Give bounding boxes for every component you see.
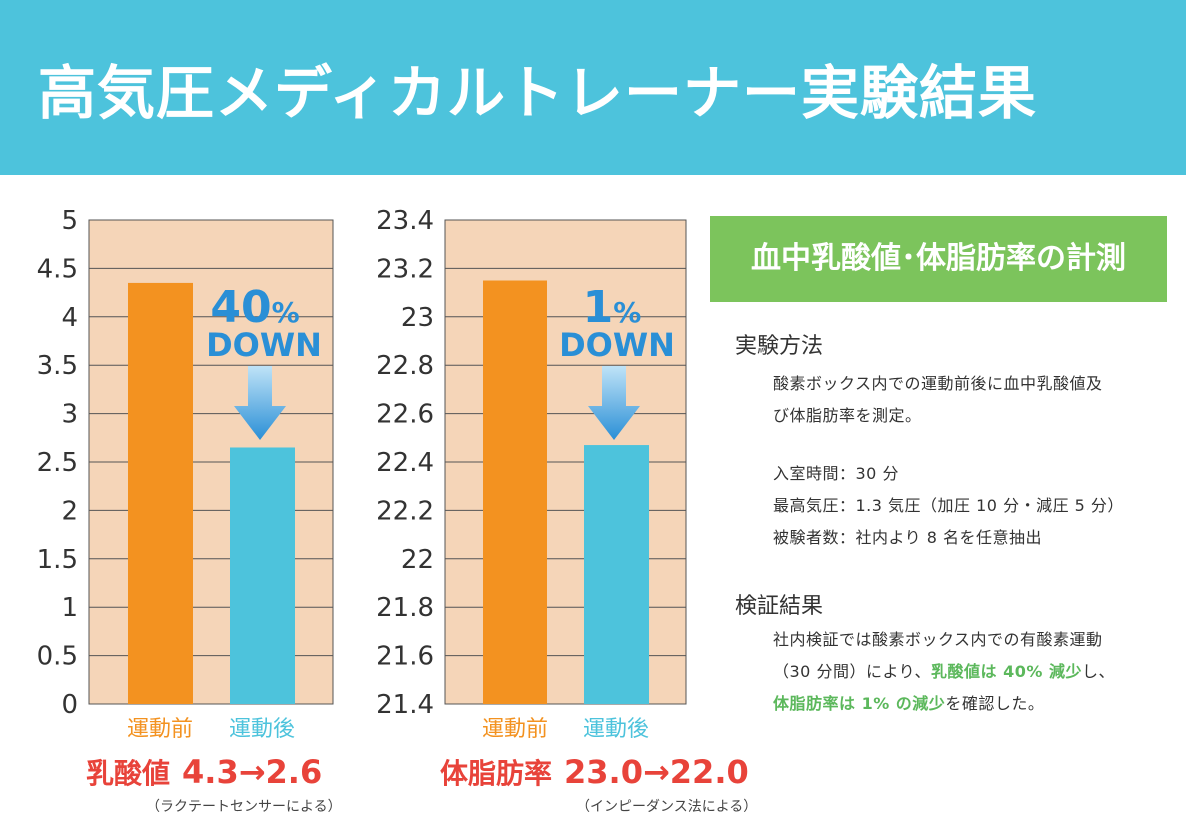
- category-label-before: 運動前: [127, 717, 193, 742]
- down-arrow-icon: [234, 366, 286, 440]
- y-tick-label: 23.2: [376, 254, 434, 284]
- result-line: （30 分間）により、乳酸値は 40% 減少し、: [773, 656, 1183, 688]
- method-line: 酸素ボックス内での運動前後に血中乳酸値及: [773, 374, 1103, 393]
- lactate-summary-label: 乳酸値: [86, 757, 171, 790]
- y-tick-label: 0.5: [37, 642, 78, 672]
- bodyfat-summary: 体脂肪率 23.0→22.0: [440, 752, 749, 792]
- y-tick-label: 2: [61, 496, 78, 526]
- bar-after: [230, 447, 295, 704]
- down-arrow-icon: [588, 366, 640, 440]
- page-title: 高気圧メディカルトレーナー実験結果: [38, 59, 1037, 127]
- y-tick-label: 21.4: [376, 690, 434, 720]
- y-tick-label: 3.5: [37, 351, 78, 381]
- y-tick-label: 21.6: [376, 642, 434, 672]
- panel-heading: 血中乳酸値･体脂肪率の計測: [710, 216, 1167, 302]
- result-text-fragment: し、: [1081, 662, 1115, 681]
- lactate-summary-value: 4.3→2.6: [182, 753, 323, 791]
- lactate-method-note: （ラクテートセンサーによる）: [146, 799, 342, 815]
- method-text: 酸素ボックス内での運動前後に血中乳酸値及 び体脂肪率を測定。: [773, 368, 1183, 432]
- bar-before: [128, 282, 193, 704]
- reduction-down-label: DOWN: [206, 326, 322, 364]
- bodyfat-summary-value: 23.0→22.0: [564, 753, 749, 791]
- y-tick-label: 22.4: [376, 448, 434, 478]
- y-tick-label: 22.6: [376, 400, 434, 430]
- y-tick-label: 21.8: [376, 593, 434, 623]
- y-tick-label: 22.8: [376, 351, 434, 381]
- y-tick-label: 2.5: [37, 448, 78, 478]
- detail-max-pressure: 最高気圧：1.3 気圧（加圧 10 分・減圧 5 分）: [773, 496, 1124, 515]
- result-line: 社内検証では酸素ボックス内での有酸素運動: [773, 630, 1103, 649]
- y-tick-label: 23: [401, 303, 434, 333]
- result-line: 体脂肪率は 1% の減少を確認した。: [773, 688, 1183, 720]
- category-label-before: 運動前: [482, 717, 548, 742]
- reduction-down-label: DOWN: [559, 326, 675, 364]
- result-text-fragment: を確認した。: [945, 694, 1045, 713]
- reduction-percent-label: 40%: [210, 282, 299, 333]
- y-tick-label: 0: [61, 690, 78, 720]
- y-tick-label: 1.5: [37, 545, 78, 575]
- y-tick-label: 3: [61, 400, 78, 430]
- title-banner: 高気圧メディカルトレーナー実験結果: [0, 0, 1186, 175]
- reduction-percent-label: 1%: [583, 282, 642, 333]
- bodyfat-method-note: （インピーダンス法による）: [576, 799, 758, 815]
- bar-after: [584, 445, 649, 704]
- y-tick-label: 22.2: [376, 496, 434, 526]
- y-tick-label: 4.5: [37, 254, 78, 284]
- result-highlight-lactate: 乳酸値は 40% 減少: [931, 662, 1082, 681]
- result-text-fragment: （30 分間）により、: [773, 662, 931, 681]
- y-tick-label: 1: [61, 593, 78, 623]
- method-title: 実験方法: [735, 334, 824, 359]
- result-text: 社内検証では酸素ボックス内での有酸素運動 （30 分間）により、乳酸値は 40%…: [773, 624, 1183, 720]
- category-label-after: 運動後: [229, 717, 295, 742]
- result-highlight-bodyfat: 体脂肪率は 1% の減少: [773, 694, 946, 713]
- y-tick-label: 23.4: [376, 206, 434, 236]
- lactate-summary: 乳酸値 4.3→2.6: [86, 752, 322, 792]
- detail-subjects: 被験者数：社内より 8 名を任意抽出: [773, 528, 1043, 547]
- bar-before: [483, 280, 547, 704]
- y-tick-label: 5: [61, 206, 78, 236]
- detail-entry-time: 入室時間：30 分: [773, 464, 899, 483]
- method-line: び体脂肪率を測定。: [773, 406, 922, 425]
- bodyfat-summary-label: 体脂肪率: [440, 757, 553, 790]
- y-tick-label: 22: [401, 545, 434, 575]
- method-details: 入室時間：30 分 最高気圧：1.3 気圧（加圧 10 分・減圧 5 分） 被験…: [773, 458, 1183, 554]
- result-title: 検証結果: [735, 594, 824, 619]
- category-label-after: 運動後: [583, 717, 649, 742]
- y-tick-label: 4: [61, 303, 78, 333]
